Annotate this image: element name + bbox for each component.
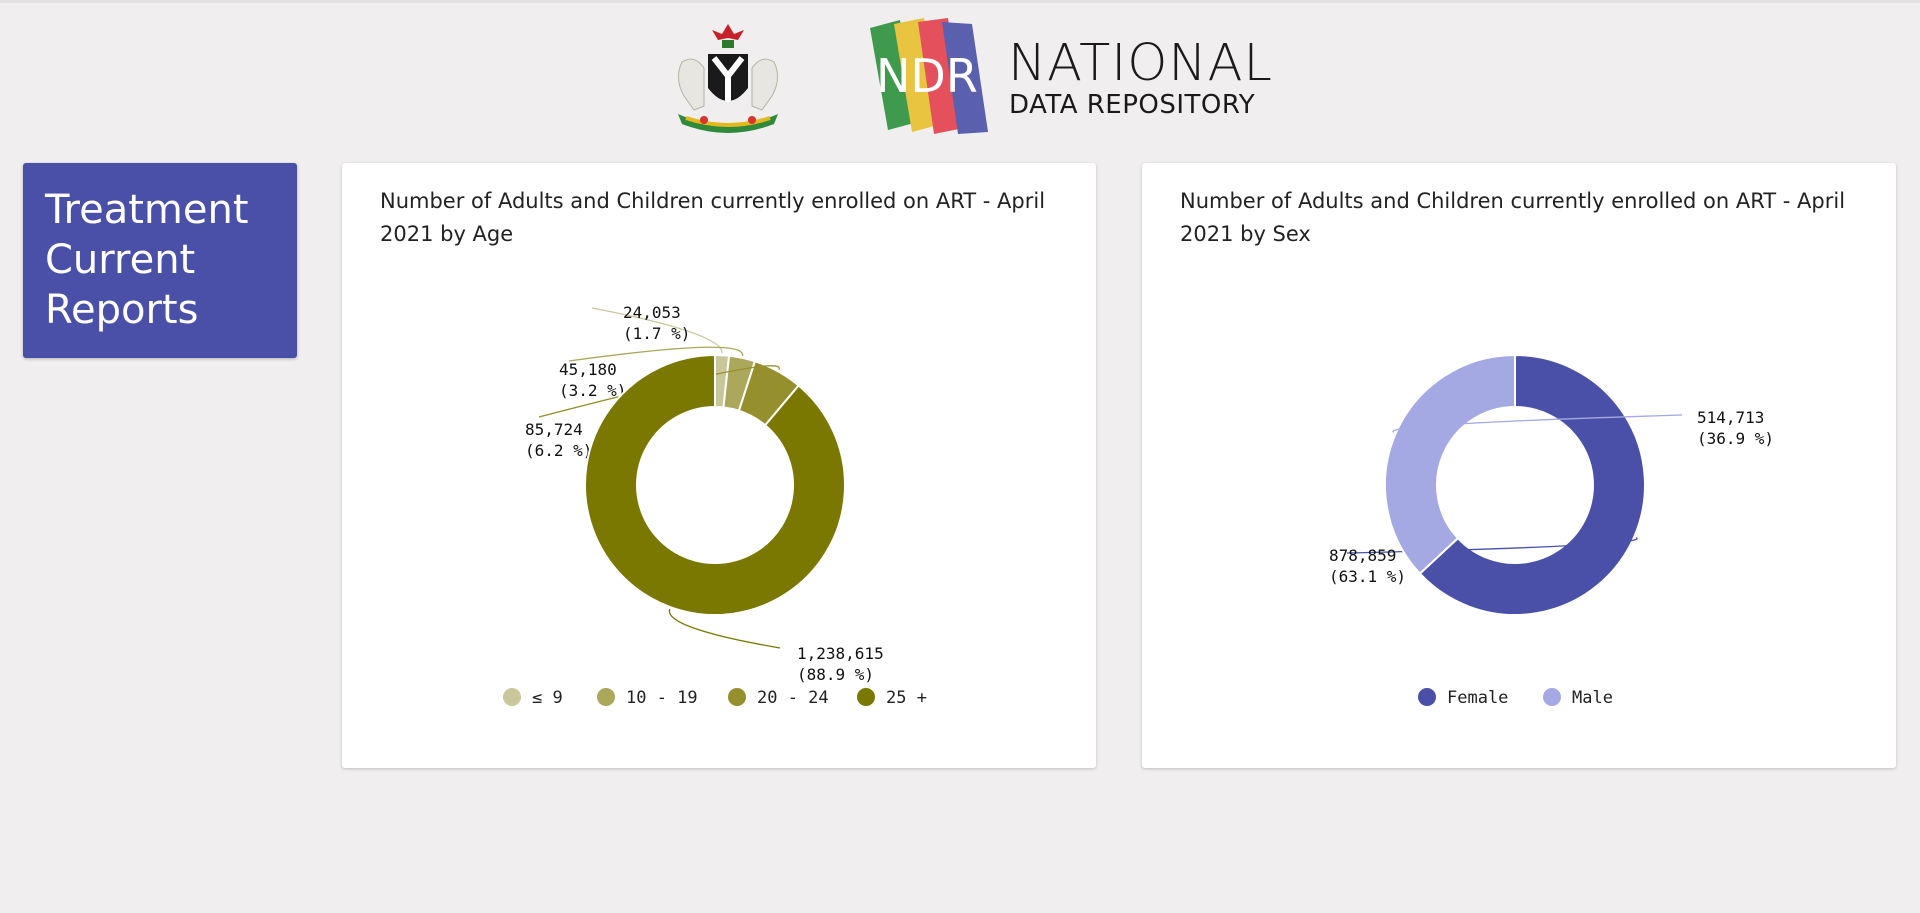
age-value-label-2: 85,724 [525, 420, 583, 439]
coat-of-arms-logo [678, 24, 778, 133]
age-value-label-1: 45,180 [559, 360, 617, 379]
age-percent-label-0: (1.7 %) [623, 324, 690, 343]
age-connector-3 [668, 608, 781, 649]
age-chart-card: Number of Adults and Children currently … [342, 163, 1096, 768]
sex-percent-label-1: (36.9 %) [1697, 429, 1774, 448]
age-legend-label-1[interactable]: 10 - 19 [626, 688, 698, 708]
age-legend-marker-0[interactable] [503, 688, 521, 706]
age-chart-title: Number of Adults and Children currently … [380, 189, 1046, 246]
sex-legend-marker-1[interactable] [1543, 688, 1561, 706]
sex-legend-label-1[interactable]: Male [1572, 688, 1613, 708]
sex-slice-0[interactable] [1418, 353, 1646, 616]
sex-value-label-1: 514,713 [1697, 408, 1764, 427]
age-percent-label-3: (88.9 %) [797, 665, 874, 684]
sex-chart-card: Number of Adults and Children currently … [1142, 163, 1896, 768]
age-percent-label-1: (3.2 %) [559, 381, 626, 400]
sex-connector-1 [1392, 414, 1683, 433]
logo-title-data-repository: DATA REPOSITORY [1009, 90, 1256, 120]
age-percent-label-2: (6.2 %) [525, 441, 592, 460]
logo-title-national: NATIONAL [1008, 34, 1273, 93]
header: NDR NATIONAL DATA REPOSITORY [0, 10, 1920, 134]
age-value-label-3: 1,238,615 [797, 644, 884, 663]
age-donut-chart: 24,053 (1.7 %) ≤ 9 45,180 (3.2 %) 10 - 19 85,7… [503, 303, 927, 708]
age-value-label-0: 24,053 [623, 303, 681, 322]
age-connector-0 [591, 307, 723, 354]
age-legend-label-3[interactable]: 25 + [886, 688, 927, 708]
age-legend-marker-3[interactable] [857, 688, 875, 706]
ndr-logo: NDR [870, 18, 988, 134]
age-connector-1 [568, 346, 744, 362]
sex-legend-label-0[interactable]: Female [1447, 688, 1508, 708]
treatment-current-reports-tile[interactable]: Treatment Current Reports [23, 163, 297, 358]
sex-legend-marker-0[interactable] [1418, 688, 1436, 706]
sex-slice-1[interactable] [1384, 353, 1516, 576]
age-slice-3[interactable] [584, 353, 846, 616]
sex-percent-label-0: (63.1 %) [1329, 567, 1406, 586]
age-legend-marker-1[interactable] [597, 688, 615, 706]
sex-chart-title: Number of Adults and Children currently … [1180, 189, 1846, 246]
age-legend-label-2[interactable]: 20 - 24 [757, 688, 829, 708]
age-legend-label-0[interactable]: ≤ 9 [532, 688, 563, 708]
report-title: Treatment Current Reports [45, 187, 249, 333]
sex-value-label-0: 878,859 [1329, 546, 1396, 565]
age-connector-2 [538, 365, 780, 418]
svg-text:NDR: NDR [876, 49, 978, 103]
top-border [0, 0, 1920, 3]
age-legend-marker-2[interactable] [728, 688, 746, 706]
sex-donut-chart: 878,859 (63.1 %) Female 514,713 (36.9 %) Male [1329, 353, 1774, 708]
